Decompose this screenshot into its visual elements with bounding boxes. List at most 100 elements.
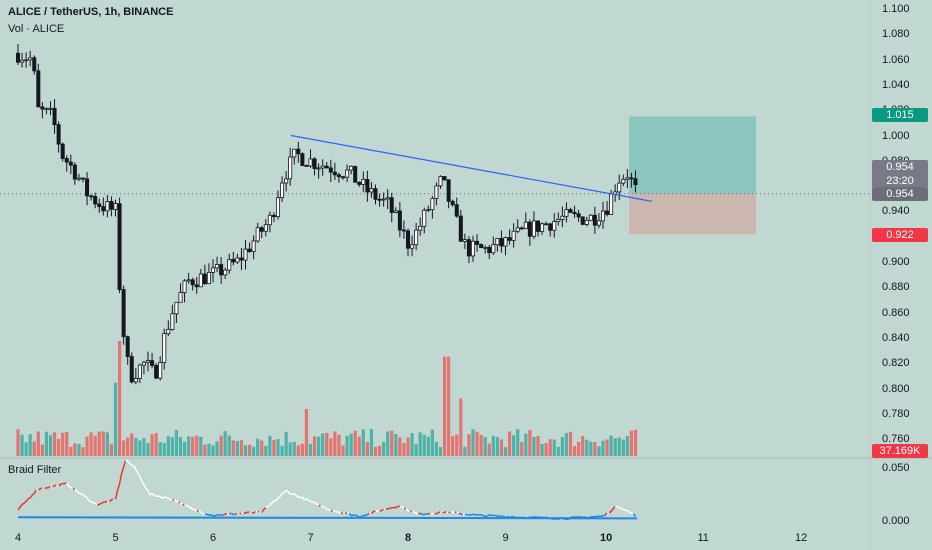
braid-filter-line [632,513,637,517]
braid-filter-line [230,512,236,516]
candle-body [56,124,61,145]
candle-body [629,177,634,180]
braid-filter-line [450,510,455,514]
volume-bar [593,442,597,456]
volume-bar [158,442,162,456]
candle-body [426,209,431,212]
bar-countdown: 23:20 [886,175,914,187]
candle-body [158,362,163,379]
candle-body [592,214,597,226]
braid-filter-line [448,510,452,514]
candle-body [345,169,350,178]
candle-body [215,264,220,269]
candle-body [223,269,228,276]
braid-filter-line [332,510,342,515]
braid-filter-line [399,505,405,510]
braid-filter-line [405,507,411,513]
volume-bar [138,440,142,456]
volume-bar [73,443,77,456]
volume-bar [308,443,313,456]
braid-filter-line [442,511,447,514]
volume-bar [231,440,235,456]
candle-body [609,193,614,215]
candle-body [186,279,191,282]
braid-filter-line [96,500,108,506]
candle-body [556,218,561,222]
candle-body [101,206,106,212]
volume-bar [199,436,203,456]
candle-body [174,301,179,315]
volume-bar [406,437,410,456]
candle-body [462,239,467,242]
volume-bar [369,428,374,456]
volume-bar [577,441,581,456]
braid-filter-line [72,487,76,490]
braid-filter-line [243,511,250,515]
candle-body [324,165,329,169]
volume-bar [629,430,634,456]
candle-body [584,219,589,225]
candle-body [93,195,98,205]
braid-filter-line [58,482,67,487]
volume-bar [536,435,540,456]
volume-bar [455,434,459,456]
candle-body [288,156,293,180]
candle-body [231,258,236,263]
braid-filter-line [403,507,407,510]
braid-filter-line [318,504,321,507]
braid-filter-line [66,482,74,490]
candle-body [385,197,390,200]
volume-bar [475,431,479,456]
volume-bar [69,446,73,456]
braid-filter-line [426,512,431,516]
candle-body [353,165,358,183]
volume-bar [101,431,105,456]
volume-bar [113,382,118,456]
volume-legend[interactable]: Vol · ALICE [8,23,65,35]
volume-bar [317,436,321,456]
candle-body [519,227,524,230]
braid-filter-line [257,510,260,513]
stop-zone [629,193,756,235]
price-tick-label: 0.840 [882,331,910,344]
volume-bar [377,445,382,456]
volume-bar [276,439,280,456]
candle-body [154,365,159,379]
price-tick-label: 0.780 [882,407,910,420]
candle-body [483,246,488,249]
volume-bar [495,436,499,456]
indicator-legend[interactable]: Braid Filter [8,464,62,476]
candle-body [15,52,20,63]
volume-bar [337,434,341,456]
indicator-tick-label: 0.050 [882,462,910,474]
volume-bar [325,432,329,456]
volume-bar [219,435,223,456]
candle-body [28,57,33,61]
volume-bar [292,441,296,456]
volume-bar [597,446,601,456]
volume-bar [349,433,353,456]
candle-body [178,292,183,303]
volume-bar [24,442,28,456]
volume-bar [625,435,629,456]
candle-body [194,284,199,288]
volume-bar [382,441,386,456]
volume-bar [57,438,61,456]
volume-bar [434,441,439,456]
braid-filter-line [204,513,224,517]
candle-body [503,237,508,247]
time-tick-label: 12 [795,532,808,544]
candle-body [36,70,41,108]
braid-filter-line [411,510,419,515]
volume-bar [215,441,219,456]
volume-bar [227,435,231,456]
candle-body [271,214,276,218]
braid-filter-line [125,459,173,501]
volume-bar [589,441,593,456]
braid-filter-line [179,501,184,506]
volume-bar [40,444,44,456]
volume-bar [426,436,430,456]
symbol-title[interactable]: ALICE / TetherUS, 1h, BINANCE [8,6,174,18]
candle-body [531,220,536,237]
